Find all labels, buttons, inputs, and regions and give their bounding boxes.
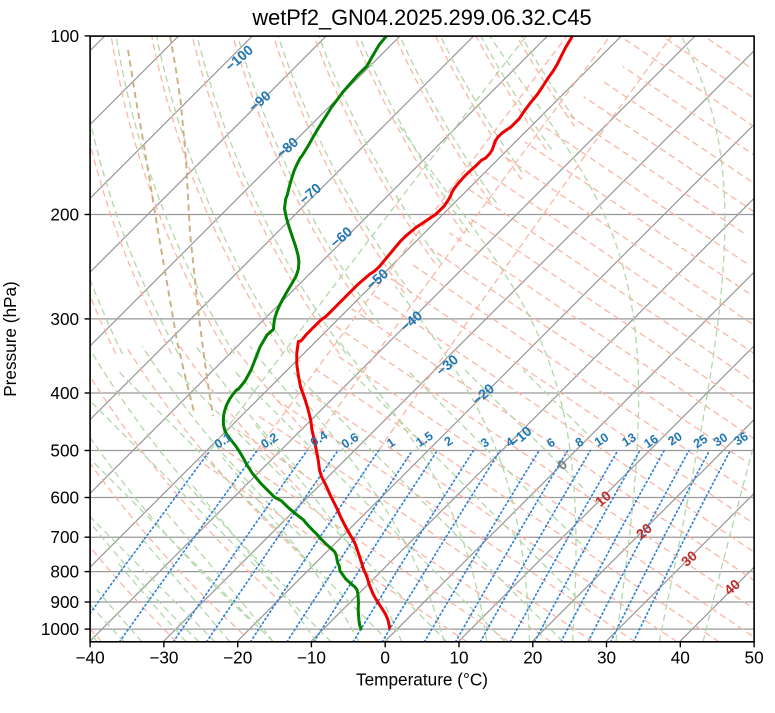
svg-text:400: 400 <box>50 383 79 403</box>
svg-text:−10: −10 <box>297 648 326 668</box>
svg-text:0: 0 <box>380 648 390 668</box>
svg-text:300: 300 <box>50 309 79 329</box>
svg-text:50: 50 <box>745 648 764 668</box>
svg-text:10: 10 <box>449 648 468 668</box>
svg-text:1000: 1000 <box>41 619 79 639</box>
svg-text:−30: −30 <box>149 648 178 668</box>
svg-text:Temperature (°C): Temperature (°C) <box>356 670 488 690</box>
svg-text:600: 600 <box>50 488 79 508</box>
svg-text:wetPf2_GN04.2025.299.06.32.C45: wetPf2_GN04.2025.299.06.32.C45 <box>251 5 591 30</box>
svg-text:700: 700 <box>50 527 79 547</box>
svg-text:−20: −20 <box>223 648 252 668</box>
svg-text:100: 100 <box>50 26 79 46</box>
svg-text:200: 200 <box>50 205 79 225</box>
svg-text:Pressure (hPa): Pressure (hPa) <box>0 281 20 397</box>
svg-text:800: 800 <box>50 562 79 582</box>
svg-text:30: 30 <box>597 648 616 668</box>
svg-text:500: 500 <box>50 441 79 461</box>
svg-text:900: 900 <box>50 592 79 612</box>
svg-text:20: 20 <box>523 648 542 668</box>
svg-text:40: 40 <box>671 648 690 668</box>
svg-text:−40: −40 <box>76 648 105 668</box>
